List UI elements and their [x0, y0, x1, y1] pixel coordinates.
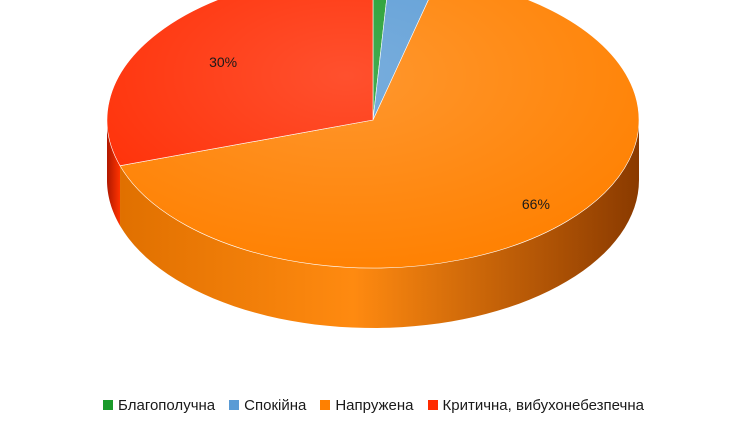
- legend-label-0: Благополучна: [118, 396, 216, 414]
- legend-label-2: Напружена: [335, 396, 414, 414]
- legend-item-3: Критична, вибухонебезпечна: [427, 396, 644, 414]
- data-label-2: 66%: [522, 196, 550, 212]
- data-label-3: 30%: [209, 54, 237, 70]
- pie-top-sheen: [107, 0, 639, 268]
- legend-swatch-1: [229, 400, 240, 410]
- legend-item-1: Спокійна: [229, 397, 306, 414]
- legend-label-1: Спокійна: [244, 396, 307, 414]
- legend: Благополучна Спокійна Напружена Критична, в…: [0, 392, 747, 418]
- legend-swatch-3: [427, 400, 438, 410]
- legend-item-2: Напружена: [320, 396, 414, 414]
- slice-side-3: [107, 120, 121, 226]
- slice-side-2: [120, 120, 639, 328]
- legend-swatch-0: [103, 400, 114, 410]
- legend-swatch-2: [320, 400, 331, 410]
- legend-item-0: Благополучна: [103, 397, 215, 414]
- legend-label-3: Критична, вибухонебезпечна: [442, 396, 644, 414]
